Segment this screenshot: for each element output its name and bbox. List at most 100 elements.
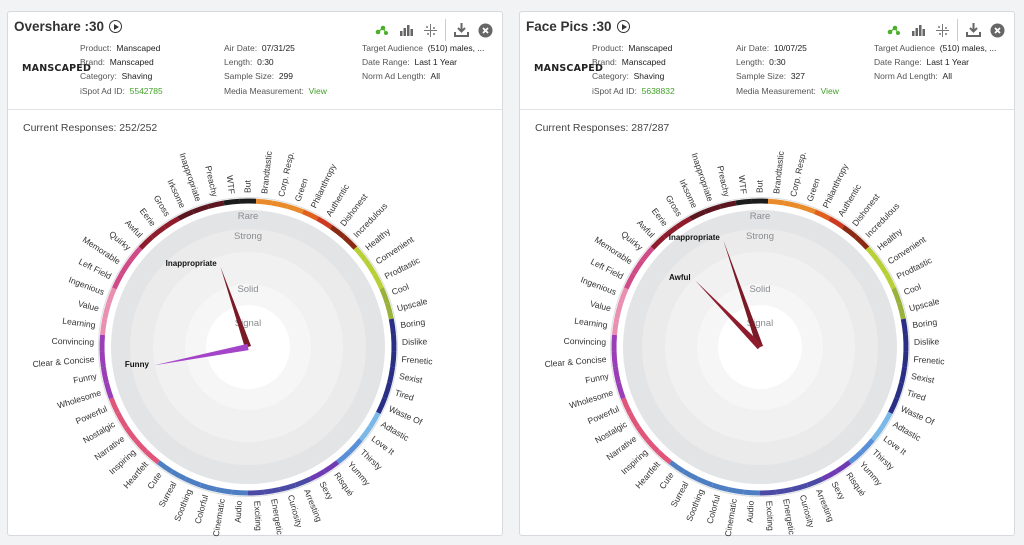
emotion-label-sexist[interactable]: Sexist <box>398 371 423 385</box>
media-view-link[interactable]: View <box>820 85 839 96</box>
emotion-label-awful[interactable]: Awful <box>123 218 145 240</box>
emotion-label-tired[interactable]: Tired <box>906 387 928 402</box>
emotion-label-energetic[interactable]: Energetic <box>781 498 797 536</box>
emotion-label-sexy[interactable]: Sexy <box>830 480 848 502</box>
emotion-label-quirky[interactable]: Quirky <box>107 229 133 253</box>
ring-segment-thirsty <box>348 438 363 454</box>
scatter-icon[interactable] <box>933 21 951 39</box>
bar-chart-icon[interactable] <box>397 21 415 39</box>
bar-chart-icon[interactable] <box>909 21 927 39</box>
spike-funny-label: Funny <box>125 360 150 369</box>
emotion-label-cute[interactable]: Cute <box>145 470 164 491</box>
emotion-label-cool[interactable]: Cool <box>902 281 922 297</box>
emotion-label-corp-resp-[interactable]: Corp. Resp. <box>788 151 808 198</box>
emotion-label-cool[interactable]: Cool <box>390 281 410 297</box>
emotion-label-sexist[interactable]: Sexist <box>910 371 935 385</box>
network-icon[interactable] <box>373 21 391 39</box>
emotion-label-boring[interactable]: Boring <box>400 317 426 330</box>
emotion-label-surreal[interactable]: Surreal <box>156 480 178 509</box>
emotion-label-value[interactable]: Value <box>589 298 612 313</box>
emotion-label-green[interactable]: Green <box>805 177 822 203</box>
ad-id-link[interactable]: 5542785 <box>129 85 163 96</box>
emotion-label-risqu-[interactable]: Risqué <box>844 470 868 498</box>
emotion-label-preachy[interactable]: Preachy <box>715 165 732 199</box>
emotion-label-eerie[interactable]: Eerie <box>138 206 158 228</box>
emotion-label-cinematic[interactable]: Cinematic <box>723 497 739 537</box>
emotion-label-energetic[interactable]: Energetic <box>269 498 285 536</box>
emotion-label-audio[interactable]: Audio <box>233 500 244 523</box>
emotion-label-frenetic[interactable]: Frenetic <box>913 354 945 367</box>
emotion-label-brandtastic[interactable]: Brandtastic <box>259 150 274 195</box>
network-icon[interactable] <box>885 21 903 39</box>
emotion-label-but[interactable]: But <box>242 179 252 193</box>
emotion-label-brandtastic[interactable]: Brandtastic <box>771 150 786 195</box>
emotion-label-dislike[interactable]: Dislike <box>914 336 940 347</box>
emotion-label-dislike[interactable]: Dislike <box>402 336 428 347</box>
emotion-label-soothing[interactable]: Soothing <box>172 487 194 522</box>
download-icon[interactable] <box>452 21 470 39</box>
close-icon[interactable] <box>476 21 494 39</box>
emotion-label-arresting[interactable]: Arresting <box>814 488 836 524</box>
emotion-label-funny[interactable]: Funny <box>584 371 610 386</box>
emotion-label-irksome[interactable]: Irksome <box>165 178 187 210</box>
emotion-label-quirky[interactable]: Quirky <box>619 229 645 253</box>
spike-awful[interactable] <box>695 280 763 350</box>
emotion-label-irksome[interactable]: Irksome <box>677 178 699 210</box>
emotion-label-convincing[interactable]: Convincing <box>563 336 606 347</box>
emotion-label-clear-concise[interactable]: Clear & Concise <box>544 354 607 369</box>
spike-inappropriate[interactable] <box>220 266 252 349</box>
emotion-label-but[interactable]: But <box>754 179 764 193</box>
emotion-label-convincing[interactable]: Convincing <box>51 336 94 347</box>
play-icon[interactable] <box>109 20 123 33</box>
emotion-label-value[interactable]: Value <box>77 298 100 313</box>
emotion-label-gross[interactable]: Gross <box>664 193 685 218</box>
emotion-label-risqu-[interactable]: Risqué <box>332 470 356 498</box>
emotion-label-eerie[interactable]: Eerie <box>650 206 670 228</box>
emotion-label-clear-concise[interactable]: Clear & Concise <box>32 354 95 369</box>
ring-segment-risqu- <box>323 460 340 474</box>
emotion-label-frenetic[interactable]: Frenetic <box>401 354 433 367</box>
emotion-label-colorful[interactable]: Colorful <box>705 494 723 525</box>
emotion-label-arresting[interactable]: Arresting <box>302 488 324 524</box>
emotion-label-colorful[interactable]: Colorful <box>193 494 211 525</box>
emotion-label-gross[interactable]: Gross <box>152 193 173 218</box>
spike-funny[interactable] <box>153 343 249 366</box>
emotion-label-cute[interactable]: Cute <box>657 470 676 491</box>
emotion-label-preachy[interactable]: Preachy <box>203 165 220 199</box>
download-icon[interactable] <box>964 21 982 39</box>
emotion-label-wtf[interactable]: WTF <box>225 175 237 195</box>
emotion-label-exciting[interactable]: Exciting <box>252 500 264 531</box>
emotion-label-tired[interactable]: Tired <box>394 387 416 402</box>
ad-id-link[interactable]: 5638832 <box>641 85 675 96</box>
spike-inappropriate[interactable] <box>723 240 764 349</box>
emotion-label-awful[interactable]: Awful <box>635 218 657 240</box>
meta-row-brand: Brand: Manscaped <box>80 57 154 68</box>
emotion-label-sexy[interactable]: Sexy <box>318 480 336 502</box>
emotion-label-boring[interactable]: Boring <box>912 317 938 330</box>
emotion-label-funny[interactable]: Funny <box>72 371 98 386</box>
emotion-label-upscale[interactable]: Upscale <box>908 296 941 313</box>
emotion-label-learning[interactable]: Learning <box>62 316 97 331</box>
emotion-label-corp-resp-[interactable]: Corp. Resp. <box>276 151 296 198</box>
ring-segment-adtastic <box>880 411 893 429</box>
emotion-label-curiosity[interactable]: Curiosity <box>798 494 817 530</box>
emotion-label-exciting[interactable]: Exciting <box>764 500 776 531</box>
ring-segment-boring <box>388 318 396 336</box>
scatter-icon[interactable] <box>421 21 439 39</box>
emotion-label-wtf[interactable]: WTF <box>737 175 749 195</box>
emotion-label-soothing[interactable]: Soothing <box>684 487 706 522</box>
ring-segment-wtf <box>735 198 753 206</box>
emotion-label-green[interactable]: Green <box>293 177 310 203</box>
media-view-link[interactable]: View <box>308 85 327 96</box>
emotion-label-ingenious[interactable]: Ingenious <box>579 275 617 297</box>
emotion-label-upscale[interactable]: Upscale <box>396 296 429 313</box>
close-icon[interactable] <box>988 21 1006 39</box>
emotion-label-cinematic[interactable]: Cinematic <box>211 497 227 537</box>
emotion-label-surreal[interactable]: Surreal <box>668 480 690 509</box>
emotion-label-audio[interactable]: Audio <box>745 500 756 523</box>
meta-row-sample: Sample Size: 327 <box>736 71 806 82</box>
play-icon[interactable] <box>616 20 630 33</box>
emotion-label-learning[interactable]: Learning <box>574 316 609 331</box>
emotion-label-ingenious[interactable]: Ingenious <box>67 275 105 297</box>
emotion-label-curiosity[interactable]: Curiosity <box>286 494 305 530</box>
